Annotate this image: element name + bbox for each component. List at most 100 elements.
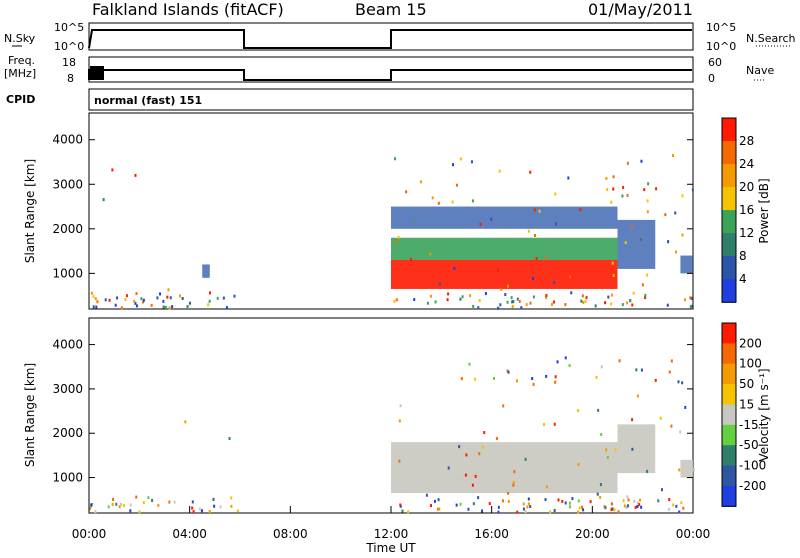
nsky-frame xyxy=(88,22,694,51)
echo-point xyxy=(612,175,615,179)
echo-point xyxy=(600,365,603,369)
echo-point xyxy=(657,499,660,503)
echo-point xyxy=(655,187,658,191)
echo-point xyxy=(459,297,462,301)
echo-point xyxy=(488,502,491,506)
echo-point xyxy=(554,380,557,384)
echo-point xyxy=(434,300,437,304)
echo-point xyxy=(617,510,620,514)
echo-point xyxy=(188,301,191,305)
velocity-data-layer xyxy=(89,356,695,514)
echo-point xyxy=(150,303,153,307)
echo-point xyxy=(429,294,432,298)
colorbar-tick-label: 50 xyxy=(739,377,754,391)
echo-point xyxy=(147,496,150,500)
echo-point xyxy=(681,381,684,385)
echo-point xyxy=(401,509,404,513)
echo-point xyxy=(556,360,559,364)
echo-point xyxy=(529,504,532,508)
echo-point xyxy=(459,502,462,506)
freq-strip: Freq. [MHz] 18 8 60 0 Nave xyxy=(4,54,774,85)
echo-point xyxy=(134,173,137,177)
colorbar-tick-label: -15 xyxy=(739,418,759,432)
echo-point xyxy=(511,300,514,304)
echo-point xyxy=(405,190,408,194)
cpid-label: CPID xyxy=(6,93,35,106)
echo-point xyxy=(545,293,548,297)
echo-point xyxy=(431,196,434,200)
echo-point xyxy=(89,506,92,510)
echo-point xyxy=(497,268,500,272)
echo-point xyxy=(532,276,535,280)
x-tick-label: 20:00 xyxy=(575,527,610,541)
echo-point xyxy=(596,492,599,496)
echo-point xyxy=(585,296,588,300)
echo-point xyxy=(181,296,184,300)
echo-point xyxy=(654,378,657,382)
echo-point xyxy=(553,509,556,513)
echo-point xyxy=(610,200,613,204)
date-title: 01/May/2011 xyxy=(588,0,693,19)
echo-point xyxy=(482,445,485,449)
colorbar-tick-label: 200 xyxy=(739,336,762,350)
echo-point xyxy=(465,453,468,457)
echo-point xyxy=(230,496,233,500)
freq-tick-top: 18 xyxy=(62,56,76,69)
colorbar-swatch xyxy=(722,141,736,165)
echo-point xyxy=(599,495,602,499)
echo-point xyxy=(634,505,637,509)
x-tick-label: 16:00 xyxy=(474,527,509,541)
echo-point xyxy=(455,503,458,507)
echo-point xyxy=(129,503,132,507)
colorbar-tick-label: 100 xyxy=(739,357,762,371)
echo-point xyxy=(597,408,600,412)
echo-point xyxy=(437,498,440,502)
echo-point xyxy=(142,298,145,302)
echo-point xyxy=(483,431,486,435)
echo-point xyxy=(626,495,629,499)
echo-point xyxy=(527,497,530,501)
echo-point xyxy=(399,404,402,408)
echo-point xyxy=(692,468,695,472)
echo-point xyxy=(212,497,215,501)
echo-point xyxy=(191,500,194,504)
echo-point xyxy=(605,448,608,452)
echo-point xyxy=(640,505,643,509)
echo-point xyxy=(545,485,548,489)
echo-point xyxy=(614,448,617,452)
echo-point xyxy=(605,177,608,181)
colorbar-tick-label: 24 xyxy=(739,157,754,171)
echo-region-1 xyxy=(391,237,618,260)
echo-point xyxy=(102,198,105,202)
echo-point xyxy=(636,504,639,508)
y-tick-label: 3000 xyxy=(52,177,83,191)
y-tick-label: 2000 xyxy=(52,222,83,236)
echo-point xyxy=(683,298,686,302)
colorbar-swatch xyxy=(722,118,736,142)
echo-point xyxy=(636,394,639,398)
echo-point xyxy=(625,506,628,510)
echo-point xyxy=(393,157,396,161)
nsearch-tick-top: 10^5 xyxy=(706,21,736,34)
echo-point xyxy=(569,275,572,279)
echo-point xyxy=(672,154,675,158)
echo-point xyxy=(522,507,525,511)
echo-point xyxy=(492,376,495,380)
echo-point xyxy=(518,299,521,303)
echo-point xyxy=(168,306,171,310)
echo-point xyxy=(595,375,598,379)
echo-point xyxy=(525,303,528,307)
power-data-layer xyxy=(90,154,694,310)
echo-point xyxy=(191,506,194,510)
echo-point xyxy=(678,468,681,472)
echo-region-3 xyxy=(617,219,656,269)
echo-point xyxy=(456,183,459,187)
nsearch-tick-bottom: 10^0 xyxy=(706,40,736,53)
echo-point xyxy=(646,469,649,473)
echo-point xyxy=(208,299,211,303)
echo-point xyxy=(641,283,644,287)
echo-point xyxy=(623,504,626,508)
echo-point xyxy=(510,296,513,300)
echo-point xyxy=(680,501,683,505)
colorbar-swatch xyxy=(722,424,736,446)
